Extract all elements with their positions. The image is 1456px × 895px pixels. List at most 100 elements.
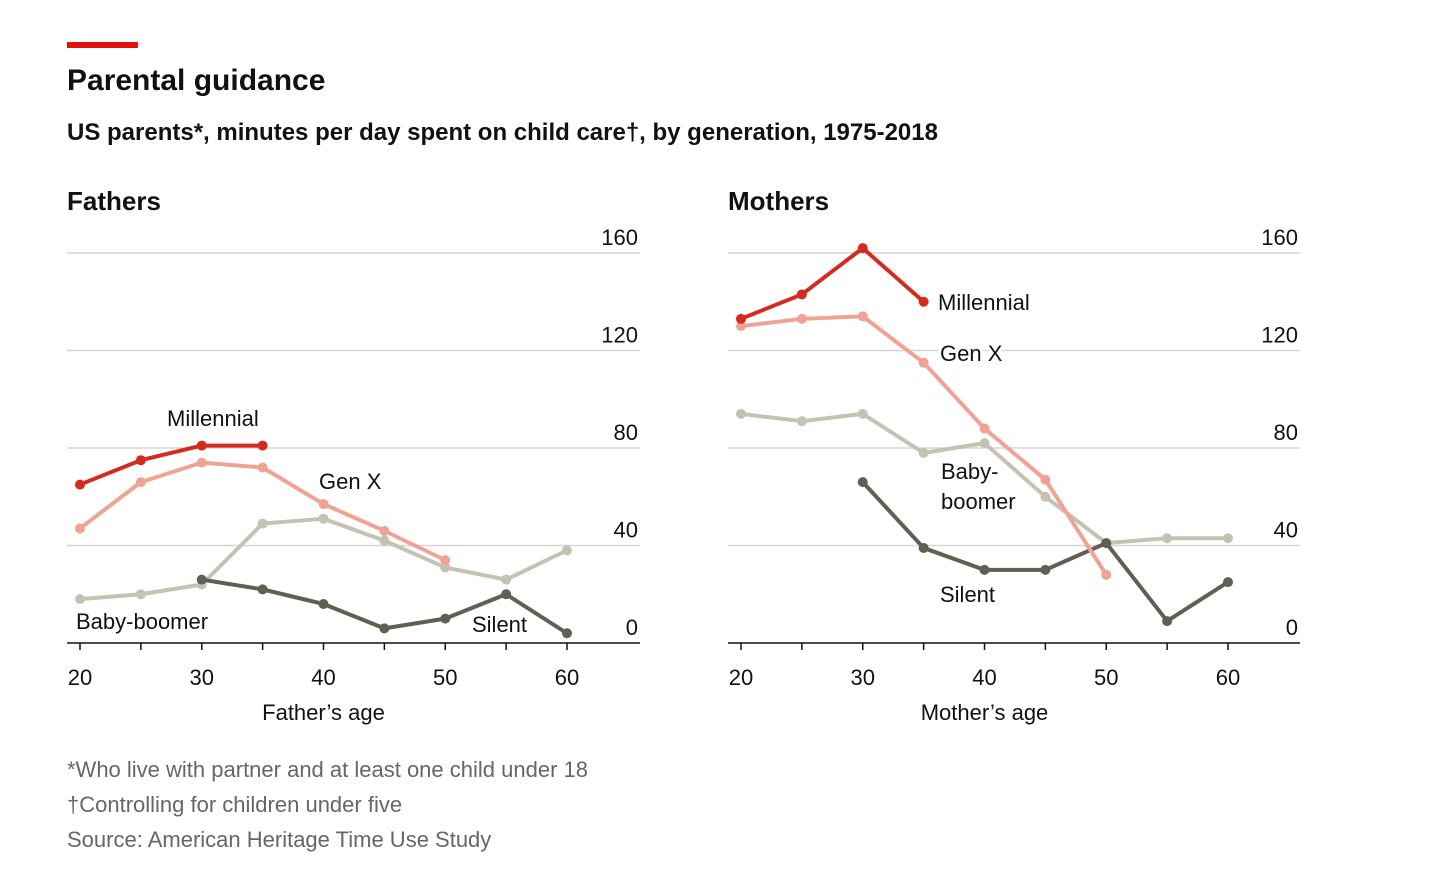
chart-subtitle: US parents*, minutes per day spent on ch…	[67, 119, 938, 146]
series-millennial	[75, 440, 268, 490]
data-point-silent	[1101, 538, 1112, 549]
data-point-baby-boomer	[796, 416, 807, 427]
data-point-baby-boomer	[318, 513, 329, 524]
data-point-gen-x	[857, 311, 868, 322]
series-label: Baby-boomer	[938, 456, 1019, 517]
series-label: Millennial	[935, 287, 1033, 318]
data-point-baby-boomer	[440, 562, 451, 573]
data-point-silent	[1040, 564, 1051, 575]
y-tick-label: 40	[614, 518, 638, 543]
data-point-baby-boomer	[918, 447, 929, 458]
x-tick-label: 30	[190, 665, 214, 690]
series-label: Millennial	[164, 403, 262, 434]
data-point-baby-boomer	[857, 408, 868, 419]
x-tick-label: 30	[851, 665, 875, 690]
series-label: Gen X	[937, 338, 1006, 369]
footnote-2: †Controlling for children under five	[67, 792, 402, 817]
y-tick-label: 160	[1261, 225, 1298, 250]
data-point-gen-x	[196, 457, 207, 468]
y-tick-label: 0	[626, 615, 638, 640]
panel-mothers: Mothers 0 40 80 120 160 20 30 40 50 60 Mother’s age…	[728, 186, 1300, 725]
source-note: Source: American Heritage Time Use Study	[67, 827, 491, 852]
data-point-gen-x	[979, 423, 990, 434]
series-gen-x	[736, 311, 1112, 580]
data-point-silent	[379, 623, 390, 634]
data-point-baby-boomer	[135, 589, 146, 600]
panel-title: Fathers	[67, 186, 161, 216]
data-point-silent	[318, 599, 329, 609]
accent-bar	[67, 42, 138, 48]
data-point-silent	[918, 542, 929, 553]
x-axis-label: Father’s age	[262, 700, 385, 725]
x-tick-label: 20	[729, 665, 753, 690]
data-point-millennial	[857, 243, 868, 254]
series-line-silent	[861, 480, 1230, 624]
data-point-silent	[562, 628, 572, 639]
data-point-millennial	[135, 455, 146, 466]
data-point-silent	[857, 477, 868, 488]
data-point-gen-x	[135, 477, 146, 488]
x-axis-label: Mother’s age	[921, 700, 1049, 725]
series-gen-x	[75, 457, 451, 566]
data-point-baby-boomer	[75, 594, 85, 605]
series-label-text: Gen X	[319, 469, 382, 494]
data-point-millennial	[196, 440, 207, 451]
data-point-baby-boomer	[562, 545, 572, 556]
data-point-silent	[979, 564, 990, 575]
data-point-silent	[440, 613, 451, 624]
data-point-silent	[1223, 577, 1233, 588]
data-point-millennial	[918, 296, 929, 307]
data-point-gen-x	[1101, 569, 1112, 580]
series-label-text: Silent	[940, 582, 995, 607]
y-tick-label: 80	[1274, 420, 1298, 445]
panel-title: Mothers	[728, 186, 829, 216]
data-point-gen-x	[796, 313, 807, 324]
series-line-gen-x	[740, 314, 1108, 576]
data-point-baby-boomer	[1223, 533, 1233, 544]
data-point-gen-x	[318, 499, 329, 510]
data-point-silent	[1162, 616, 1173, 627]
series-label-text: Baby-boomer	[76, 609, 208, 634]
data-point-gen-x	[918, 357, 929, 368]
data-point-gen-x	[1040, 474, 1051, 485]
data-point-gen-x	[257, 462, 268, 473]
series-label-text: boomer	[941, 489, 1016, 514]
series-label: Gen X	[316, 466, 385, 497]
x-tick-label: 40	[972, 665, 996, 690]
y-tick-label: 40	[1274, 518, 1298, 543]
x-tick-label: 50	[1094, 665, 1118, 690]
data-point-silent	[196, 574, 207, 585]
y-tick-label: 80	[614, 420, 638, 445]
series-label-text: Millennial	[938, 290, 1030, 315]
y-tick-label: 120	[1261, 323, 1298, 348]
series-label-text: Baby-	[941, 459, 998, 484]
series-label: Baby-boomer	[73, 606, 211, 637]
series-line-millennial	[79, 443, 263, 487]
data-point-millennial	[736, 313, 746, 324]
series-label: Silent	[937, 579, 998, 610]
data-point-gen-x	[379, 525, 390, 536]
series-label-text: Gen X	[940, 341, 1003, 366]
series-label-text: Silent	[472, 612, 527, 637]
series-millennial	[736, 243, 929, 324]
data-point-baby-boomer	[736, 408, 746, 419]
x-tick-label: 20	[68, 665, 92, 690]
x-tick-label: 60	[1216, 665, 1240, 690]
data-point-millennial	[75, 479, 85, 490]
data-point-baby-boomer	[257, 518, 268, 529]
data-point-gen-x	[736, 321, 746, 332]
series-line-baby-boomer	[79, 516, 568, 602]
data-point-silent	[257, 584, 268, 595]
y-tick-label: 120	[601, 323, 638, 348]
panel-fathers: Fathers 0 40 80 120 160 20 30 40 50 60 Father’s age…	[67, 186, 640, 725]
series-label-text: Millennial	[167, 406, 259, 431]
footnote-1: *Who live with partner and at least one …	[67, 757, 588, 782]
series-label: Silent	[469, 609, 530, 640]
series-silent	[196, 574, 572, 639]
data-point-baby-boomer	[379, 535, 390, 546]
data-point-baby-boomer	[1040, 491, 1051, 502]
y-tick-label: 0	[1286, 615, 1298, 640]
series-line-millennial	[740, 246, 925, 321]
x-tick-label: 50	[433, 665, 457, 690]
